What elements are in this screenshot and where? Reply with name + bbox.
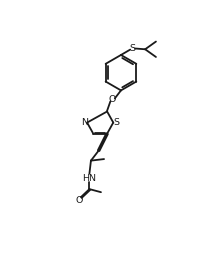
Text: S: S: [129, 44, 135, 53]
Text: N: N: [81, 118, 88, 127]
Text: O: O: [109, 95, 116, 104]
Text: HN: HN: [82, 174, 96, 183]
Text: S: S: [113, 118, 119, 127]
Text: O: O: [76, 196, 83, 205]
